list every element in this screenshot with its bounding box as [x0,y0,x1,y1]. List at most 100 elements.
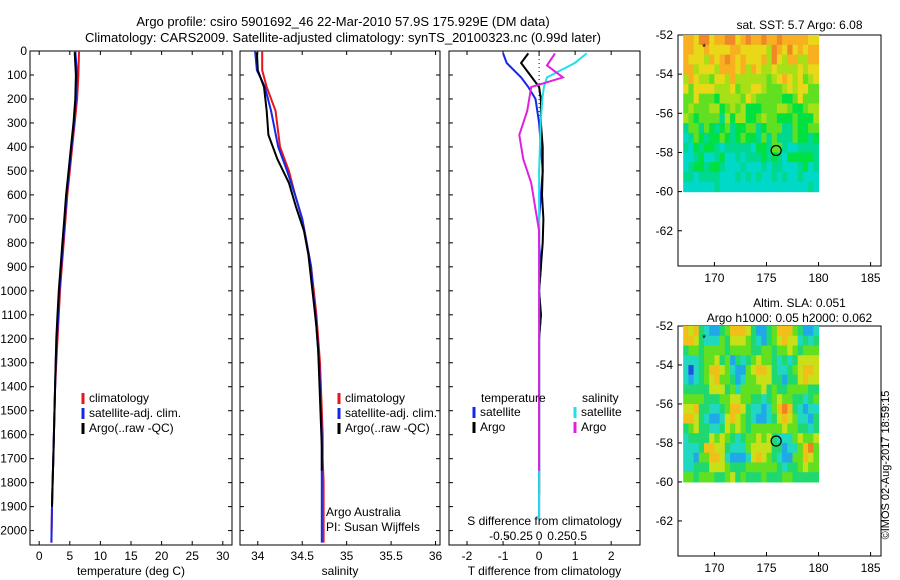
sst-map-cell [745,44,752,56]
sla-map-cell [698,355,705,366]
sla-map-title: Altim. SLA: 0.051 [753,296,846,310]
sla-map-cell [735,394,742,405]
sst-map-cell [813,44,820,56]
sst-map-cell [813,162,820,173]
sst-map-cell [683,152,689,163]
sst-map-cell [719,35,726,46]
sla-map-cell [787,472,794,483]
sla-map-cell [756,335,762,346]
sst-map-cell [750,123,757,134]
sst-map-cell [813,152,820,163]
sst-map-cell [740,44,747,56]
sst-map-cell [693,142,700,154]
sst-map-cell [771,142,778,154]
sla-map-cell [745,472,752,483]
sla-map-cell [698,423,705,434]
sst-map-cell [776,181,783,193]
sla-map-cell [802,384,809,395]
sla-map-cell [792,442,799,454]
sst-map-cell [704,152,710,163]
sst-map-cell [714,172,721,183]
sst-map-cell [709,162,715,173]
sla-map-cell [771,374,778,385]
latitude-tick-label: -60 [656,475,674,489]
x-tick-label: 15 [124,549,138,563]
sla-map-cell [693,433,700,444]
sla-map-cell [771,452,778,463]
sst-map-cell [787,152,794,163]
sla-map-cell [771,462,778,473]
sst-map-cell [688,64,695,75]
sst-map-cell [688,132,695,144]
sla-map-cell [719,404,726,415]
sst-map-cell [709,54,715,65]
sst-map-cell [714,113,721,124]
sst-map-cell [735,172,742,183]
sla-map-cell [724,384,731,395]
sla-map-cell [776,335,783,346]
sla-map-panel: 170 175 180 185 -52 -54 -56 -58 -60 -62 * Altim. SL… [656,296,882,575]
sst-map-cell [740,142,747,154]
sla-map-cell [756,394,762,405]
sla-map-cell [683,355,689,366]
latitude-tick-label: -60 [656,185,674,199]
sla-map-cell [730,335,736,346]
sla-map-cell [735,452,742,463]
sla-map-cell [787,433,794,444]
sst-map-cell [771,172,778,183]
sla-map-cell [792,384,799,395]
sst-map-cell [698,83,705,95]
sla-map-cell [813,462,820,473]
sst-map-cell [683,93,689,105]
sst-map-cell [792,64,799,75]
salinity-diff-tick-label: 0.25 [547,529,571,543]
sst-map-cell [750,83,757,95]
diff-sal-legend-label: Argo [581,420,607,434]
sla-map-cell [776,326,783,337]
sst-map-cell [802,93,809,105]
sst-map-cell [813,181,820,193]
sla-map-cell [792,345,799,356]
sst-map-cell [787,35,794,46]
sla-map-cell [808,433,814,444]
x-tick-label: -2 [462,549,473,563]
sst-map-cell [802,113,809,124]
sla-map-cell [719,462,726,473]
salinity-diff-tick-label: 0 [536,529,543,543]
sla-map-cell [782,404,788,415]
sst-map-cell [688,103,695,114]
sst-map-cell [787,103,794,114]
sla-map-cell [792,394,799,405]
sst-map-cell [709,93,715,105]
sla-map-cell [724,423,731,434]
sla-map-cell [756,442,762,454]
sla-map-cell [756,433,762,444]
sst-map-cell [771,74,778,85]
sst-map-cell [792,74,799,85]
sst-map-cell [771,123,778,134]
sst-map-cell [709,123,715,134]
sla-map-cell [724,442,731,454]
sla-map-cell [756,374,762,385]
sla-map-cell [756,462,762,473]
sst-map-cell [771,162,778,173]
sla-map-cell [724,413,731,424]
sla-map-cell [797,413,804,424]
sla-map-cell [761,326,768,337]
sla-map-cell [787,374,794,385]
sst-map-cell [797,54,804,65]
sst-map-cell [698,64,705,75]
sla-map-cell [714,384,721,395]
sst-map-cell [730,113,736,124]
sst-map-cell [782,123,788,134]
sla-map-cell [745,462,752,473]
sst-map-cell [704,35,710,46]
sst-map-cell [756,44,762,56]
sst-map-cell [750,162,757,173]
sla-map-cell [709,335,715,346]
sst-map-cell [688,123,695,134]
sla-map-cell [693,384,700,395]
sla-map-cell [797,394,804,405]
sst-map-cell [776,64,783,75]
sla-map-cell [693,345,700,356]
